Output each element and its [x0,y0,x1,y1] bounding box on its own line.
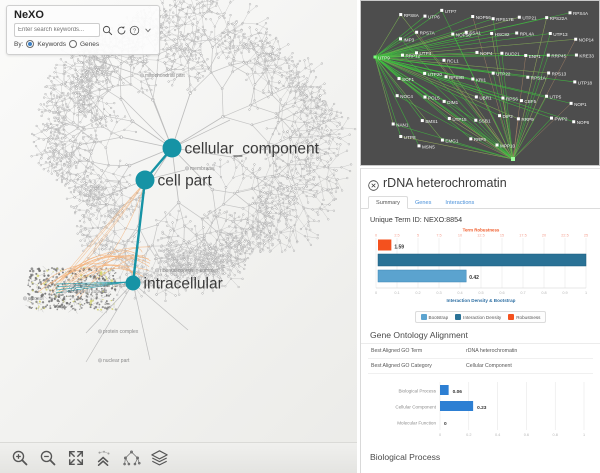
close-circle-icon[interactable] [368,178,379,191]
search-icon[interactable] [102,24,114,37]
legend-label-robustness: Robustness [516,314,541,320]
app-title: NeXO [14,9,44,21]
term-info-panel: rDNA heterochromatin Summary Genes Inter… [360,168,600,473]
go-category-key: Best Aligned GO Category [371,363,432,369]
zoom-out-button[interactable] [38,449,57,468]
legend-swatch-robustness [508,314,515,320]
radio-genes[interactable] [68,40,77,48]
gene-interaction-network[interactable]: RPS8A UTP6 UTP7 NOP56 RPS17B UTP21 RPS22A RPS4A… [360,0,600,166]
go-term-value: rDNA heterochromatin [466,348,518,354]
legend-label-interaction-density: Interaction Density [463,314,502,320]
radio-keywords[interactable] [26,40,35,48]
search-panel[interactable]: NeXO ? By: Keywords [6,5,160,55]
network-graph-icon[interactable] [122,449,141,468]
collapse-button[interactable] [94,449,113,468]
chevron-down-icon[interactable] [143,24,155,37]
legend-item-robustness: Robustness [508,314,540,320]
go-category-value: Cellular Component [466,363,512,369]
go-alignment-chart: 0 0.2 0.4 0.6 0.8 1 Biological Process 0.06 Cell… [368,378,593,445]
legend-item-bootstrap: Bootstrap [420,314,449,320]
biological-process-section-title: Biological Process [370,452,441,462]
panel-tabs[interactable]: Summary Genes Interactions [361,194,600,209]
tab-genes[interactable]: Genes [414,200,432,206]
refresh-icon[interactable] [116,24,128,37]
hierarchy-tree-view[interactable]: mitochondrial part membrane protein comple… [0,0,357,473]
search-row[interactable]: ? [14,23,154,37]
layers-icon[interactable] [150,449,169,468]
term-robustness-chart: Term Robustness 0 2.5 5 7.5 10 12.5 15 17.5 20 22.… [368,226,593,309]
view-toolbar[interactable] [0,442,357,473]
unique-term-id: Unique Term ID: NEXO:8854 [370,215,463,224]
zoom-in-button[interactable] [10,449,29,468]
search-by-row[interactable]: By: Keywords Genes [14,40,99,48]
legend-label-bootstrap: Bootstrap [428,314,449,320]
panel-header: rDNA heterochromatin [361,169,600,194]
help-icon[interactable]: ? [129,24,141,37]
search-by-label: By: [14,40,24,48]
tab-summary[interactable]: Summary [368,196,408,209]
table-row: Best Aligned GO Term rDNA heterochromati… [368,344,593,359]
chart-legend: Bootstrap Interaction Density Robustness [361,311,600,323]
legend-swatch-interaction-density [455,314,462,320]
tab-interactions[interactable]: Interactions [445,200,475,206]
radio-genes-label: Genes [79,40,100,48]
fit-to-screen-button[interactable] [66,449,85,468]
radio-keywords-label: Keywords [37,40,66,48]
go-term-key: Best Aligned GO Term [371,348,423,354]
legend-swatch-bootstrap [420,314,427,320]
page-title: rDNA heterochromatin [383,176,507,190]
search-input[interactable] [14,23,100,37]
legend-item-interaction-density: Interaction Density [455,314,501,320]
table-row: Best Aligned GO Category Cellular Compon… [368,359,593,374]
go-alignment-section-title: Gene Ontology Alignment [361,323,600,344]
